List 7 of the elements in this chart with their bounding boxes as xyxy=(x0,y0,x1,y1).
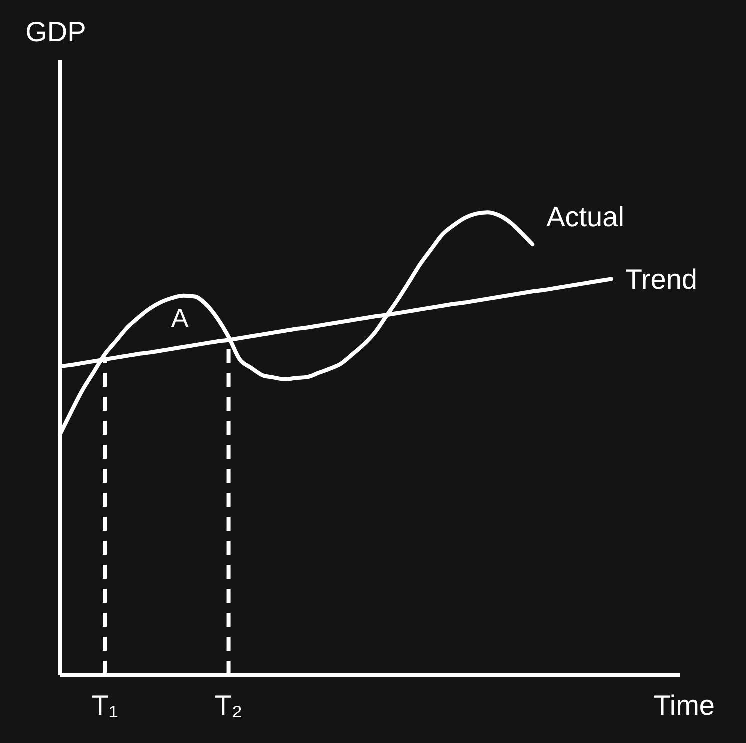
x-tick-label: T₁ xyxy=(92,690,118,721)
text: GDP xyxy=(26,16,86,48)
x-axis-title: Time xyxy=(654,690,715,721)
series-label: Actual xyxy=(546,202,624,232)
annotation: A xyxy=(171,302,190,333)
x-tick-label: T₂ xyxy=(214,690,243,721)
series-label: Trend xyxy=(625,264,698,296)
